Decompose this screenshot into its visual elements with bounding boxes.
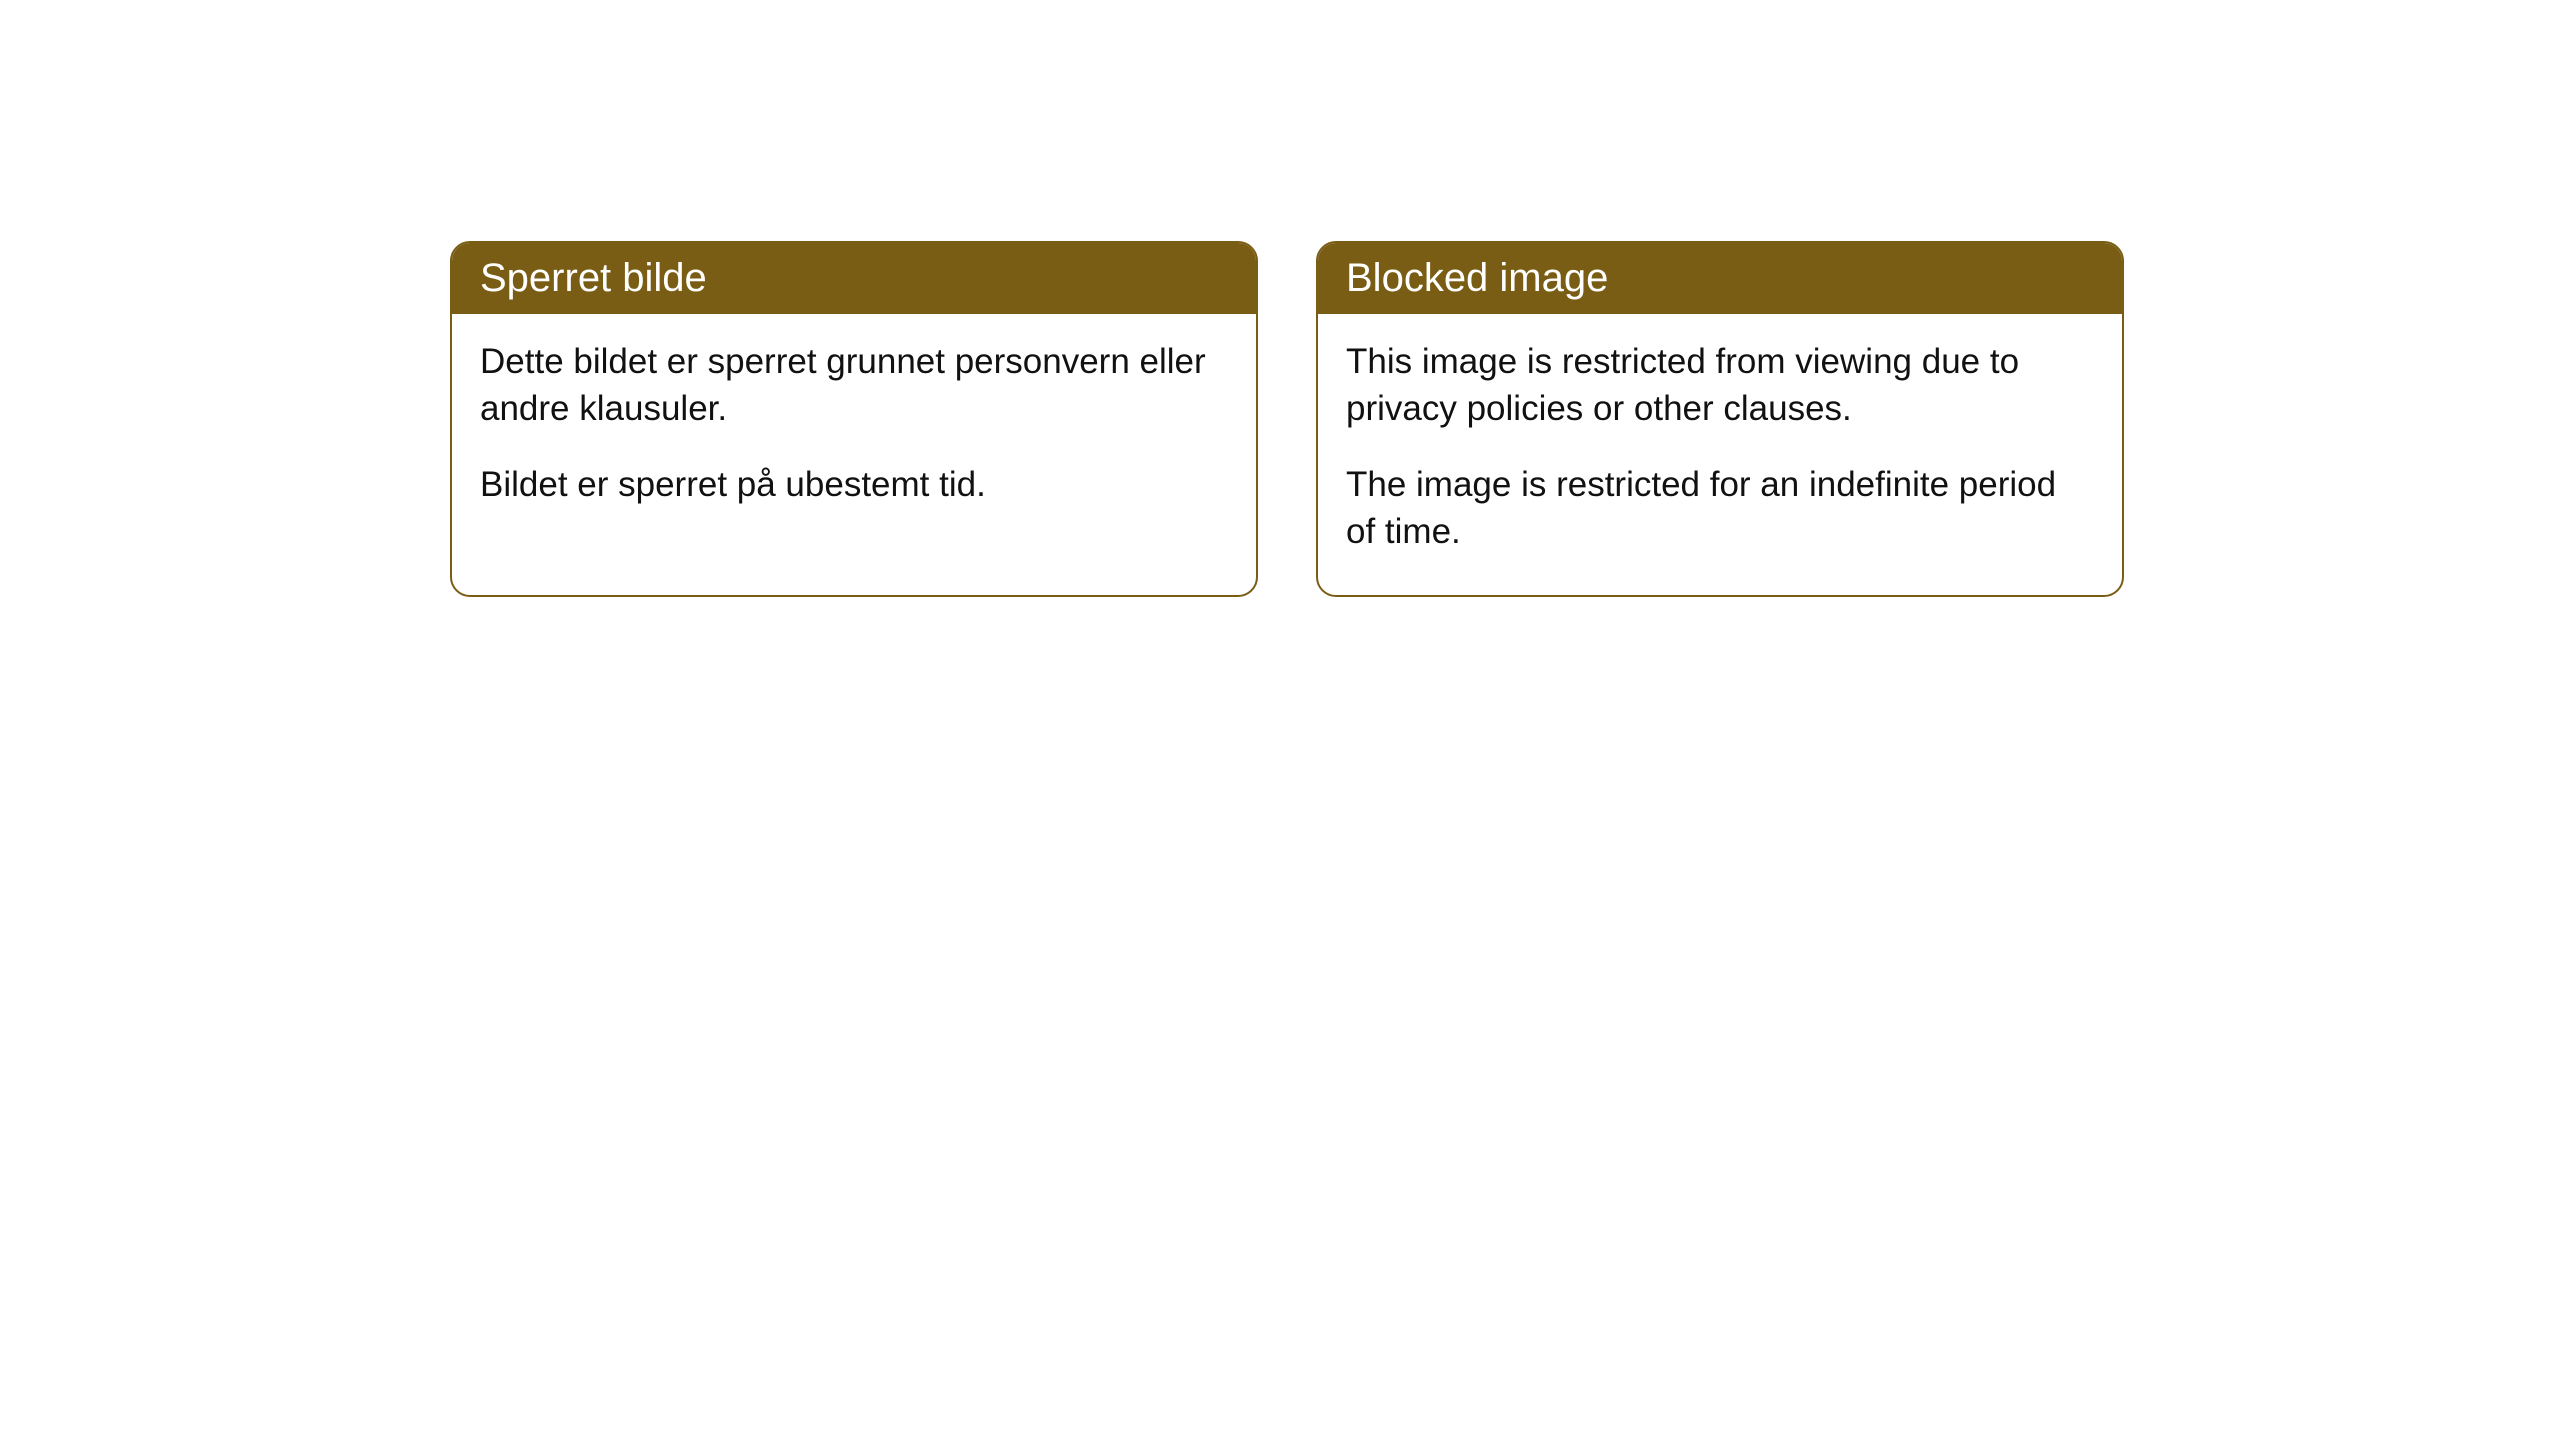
blocked-image-card-no: Sperret bilde Dette bildet er sperret gr… xyxy=(450,241,1258,597)
blocked-image-card-en: Blocked image This image is restricted f… xyxy=(1316,241,2124,597)
notice-container: Sperret bilde Dette bildet er sperret gr… xyxy=(450,241,2124,597)
card-text-no-2: Bildet er sperret på ubestemt tid. xyxy=(480,461,1228,508)
card-text-en-2: The image is restricted for an indefinit… xyxy=(1346,461,2094,556)
card-body-no: Dette bildet er sperret grunnet personve… xyxy=(452,314,1256,548)
card-text-no-1: Dette bildet er sperret grunnet personve… xyxy=(480,338,1228,433)
card-body-en: This image is restricted from viewing du… xyxy=(1318,314,2122,595)
card-title-en: Blocked image xyxy=(1318,243,2122,314)
card-title-no: Sperret bilde xyxy=(452,243,1256,314)
card-text-en-1: This image is restricted from viewing du… xyxy=(1346,338,2094,433)
